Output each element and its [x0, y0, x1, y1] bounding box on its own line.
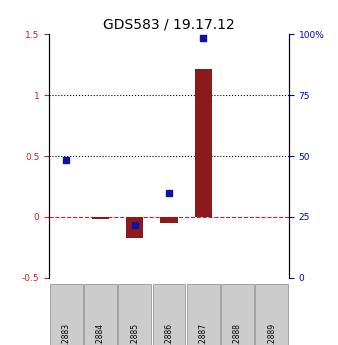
Bar	[84, 284, 117, 345]
Bar	[161, 217, 177, 223]
Text: GSM12885: GSM12885	[130, 323, 139, 345]
Point	[200, 36, 206, 41]
Bar	[256, 284, 288, 345]
Point	[132, 223, 138, 228]
Bar	[50, 284, 82, 345]
Text: GSM12883: GSM12883	[62, 323, 71, 345]
Text: GSM12884: GSM12884	[96, 323, 105, 345]
Bar	[118, 284, 151, 345]
Text: GSM12887: GSM12887	[199, 323, 208, 345]
Bar	[92, 217, 109, 219]
Bar	[221, 284, 254, 345]
Bar	[187, 284, 220, 345]
Text: GSM12888: GSM12888	[233, 323, 242, 345]
Title: GDS583 / 19.17.12: GDS583 / 19.17.12	[103, 18, 235, 32]
Point	[166, 190, 172, 195]
Text: GSM12889: GSM12889	[267, 323, 276, 345]
Text: GSM12886: GSM12886	[165, 323, 173, 345]
Bar	[126, 217, 143, 238]
Bar	[152, 284, 186, 345]
Point	[64, 157, 69, 162]
Bar	[195, 69, 212, 217]
